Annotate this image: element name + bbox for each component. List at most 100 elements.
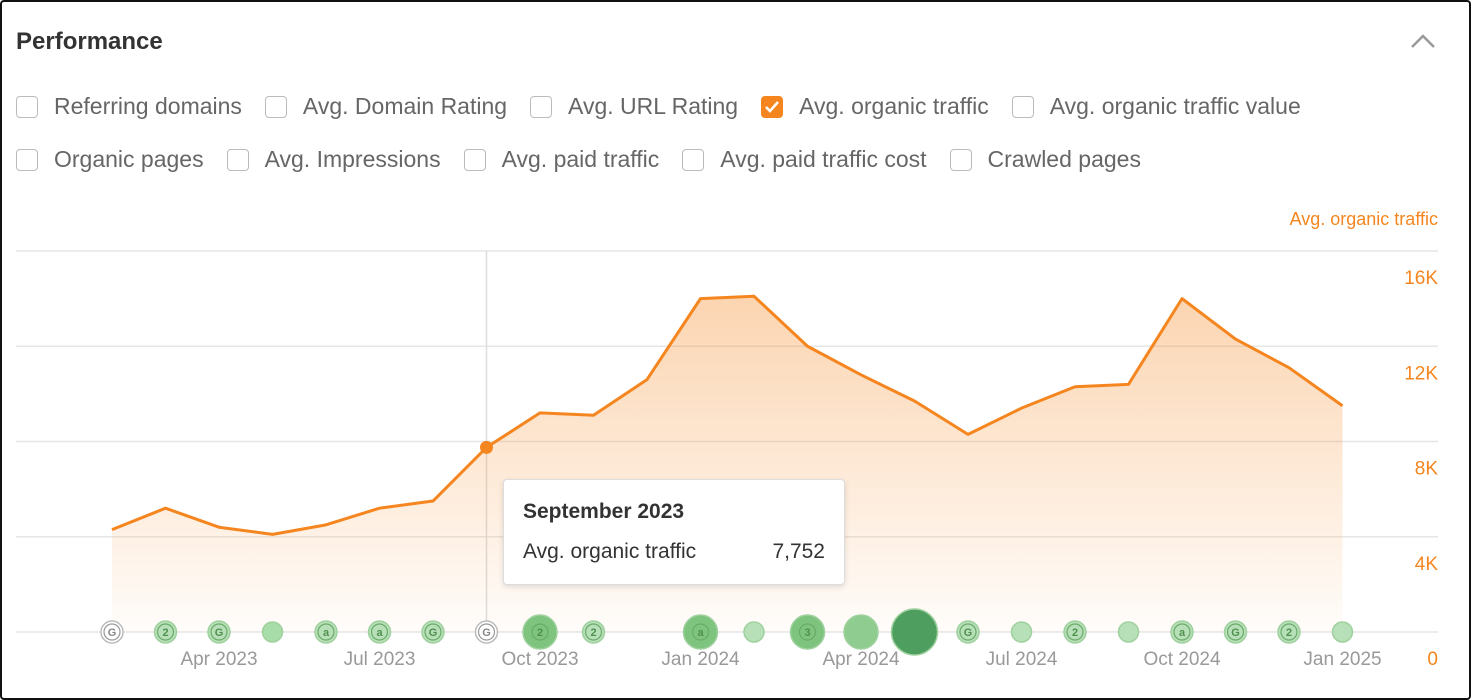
event-marker: a xyxy=(1170,620,1194,644)
event-marker xyxy=(743,621,765,643)
filter-label: Avg. paid traffic xyxy=(501,146,660,172)
event-marker: G xyxy=(421,620,445,644)
event-ring xyxy=(1226,623,1245,641)
filter-label: Organic pages xyxy=(54,146,204,172)
hover-dot xyxy=(480,440,493,454)
event-label: a xyxy=(697,627,704,639)
filter-label: Avg. organic traffic value xyxy=(1049,93,1301,119)
filter-option[interactable]: Avg. organic traffic xyxy=(761,93,989,120)
y-tick-label: 8K xyxy=(1415,459,1439,480)
filter-option[interactable]: Referring domains xyxy=(16,93,242,120)
event-circle xyxy=(890,608,939,656)
checkbox[interactable] xyxy=(463,148,486,171)
event-ring xyxy=(156,623,175,641)
event-marker: G xyxy=(207,620,231,644)
filter-option[interactable]: Avg. paid traffic xyxy=(463,146,660,173)
collapse-button[interactable] xyxy=(1410,32,1436,50)
event-ring xyxy=(691,623,710,641)
event-circle xyxy=(789,614,826,650)
line xyxy=(111,294,1344,536)
filter-label: Avg. organic traffic xyxy=(799,93,989,119)
filter-option[interactable]: Avg. organic traffic value xyxy=(1011,93,1301,120)
event-marker: 2 xyxy=(1277,620,1301,644)
tooltip-value: 7,752 xyxy=(772,540,825,563)
event-label: G xyxy=(215,627,224,639)
event-ring xyxy=(1066,623,1084,641)
y-tick-label: 4K xyxy=(1415,554,1439,575)
event-marker: G xyxy=(1223,620,1248,644)
event-marker xyxy=(1010,621,1033,643)
event-circle xyxy=(1331,621,1354,643)
filter-option[interactable]: Avg. Domain Rating xyxy=(264,93,507,120)
checkbox[interactable] xyxy=(949,148,972,171)
checkbox[interactable] xyxy=(682,148,705,171)
x-tick-label: Apr 2024 xyxy=(822,649,900,670)
event-ring xyxy=(1173,623,1191,641)
event-label: G xyxy=(1231,627,1240,639)
event-label: a xyxy=(1179,627,1186,639)
event-ring xyxy=(959,623,977,641)
y-tick-label: 16K xyxy=(1404,268,1438,289)
event-label: G xyxy=(964,627,973,639)
event-marker xyxy=(1331,621,1354,643)
x-tick-label: Jan 2025 xyxy=(1303,649,1381,670)
event-marker: 2 xyxy=(522,614,558,650)
event-label: 2 xyxy=(162,627,168,639)
event-circle xyxy=(261,621,284,643)
event-marker: 2 xyxy=(581,620,606,644)
checkbox[interactable] xyxy=(16,148,38,171)
event-marker xyxy=(261,621,284,643)
filter-label: Avg. paid traffic cost xyxy=(720,146,927,172)
event-marker: 2 xyxy=(1063,620,1087,644)
filter-label: Avg. Impressions xyxy=(264,146,441,172)
checkbox[interactable] xyxy=(226,148,249,171)
event-marker: a xyxy=(367,620,392,644)
event-label: a xyxy=(376,627,383,639)
filter-option[interactable]: Avg. URL Rating xyxy=(530,93,738,120)
event-label: 3 xyxy=(804,627,810,639)
filter-option[interactable]: Avg. Impressions xyxy=(226,146,441,173)
event-marker xyxy=(1117,621,1140,643)
x-tick-label: Jan 2024 xyxy=(661,649,740,670)
event-ring xyxy=(424,623,442,641)
tooltip-series: Avg. organic traffic xyxy=(523,540,697,563)
event-marker: 2 xyxy=(153,620,178,644)
event-circle xyxy=(682,614,719,650)
filter-option[interactable]: Crawled pages xyxy=(949,146,1141,173)
event-marker xyxy=(890,608,939,656)
filter-option[interactable]: Organic pages xyxy=(16,146,204,173)
event-marker: G xyxy=(474,620,499,644)
event-circle xyxy=(843,614,879,650)
axis-title: Avg. organic traffic xyxy=(1290,209,1438,229)
event-circle xyxy=(522,614,558,650)
x-tick-label: Jul 2024 xyxy=(986,649,1058,670)
checkbox[interactable] xyxy=(264,95,287,118)
event-ring xyxy=(317,623,335,641)
x-tick-label: Oct 2023 xyxy=(501,649,578,670)
event-ring xyxy=(103,623,121,641)
event-label: 2 xyxy=(537,627,543,639)
event-circle xyxy=(1117,621,1140,643)
filter-row: Organic pages Avg. Impressions Avg. paid t… xyxy=(16,146,1141,173)
event-ring xyxy=(531,623,549,641)
y-tick-label: 0 xyxy=(1427,649,1438,670)
filter-option[interactable]: Avg. paid traffic cost xyxy=(682,146,927,173)
event-label: a xyxy=(323,627,330,639)
event-ring xyxy=(584,623,603,641)
event-marker xyxy=(843,614,879,650)
event-ring xyxy=(1280,623,1298,641)
event-marker: a xyxy=(314,620,338,644)
area-fill xyxy=(112,296,1343,632)
x-tick-label: Jul 2023 xyxy=(344,649,416,670)
event-ring xyxy=(798,623,817,641)
checkbox[interactable] xyxy=(1011,95,1034,118)
y-tick-label: 12K xyxy=(1404,363,1438,384)
checkbox[interactable] xyxy=(16,95,38,118)
event-ring xyxy=(477,623,496,641)
event-label: 2 xyxy=(590,627,596,639)
filter-label: Referring domains xyxy=(54,93,242,119)
panel-title: Performance xyxy=(16,28,163,55)
checkbox[interactable] xyxy=(530,95,553,118)
checkbox[interactable] xyxy=(761,95,784,118)
